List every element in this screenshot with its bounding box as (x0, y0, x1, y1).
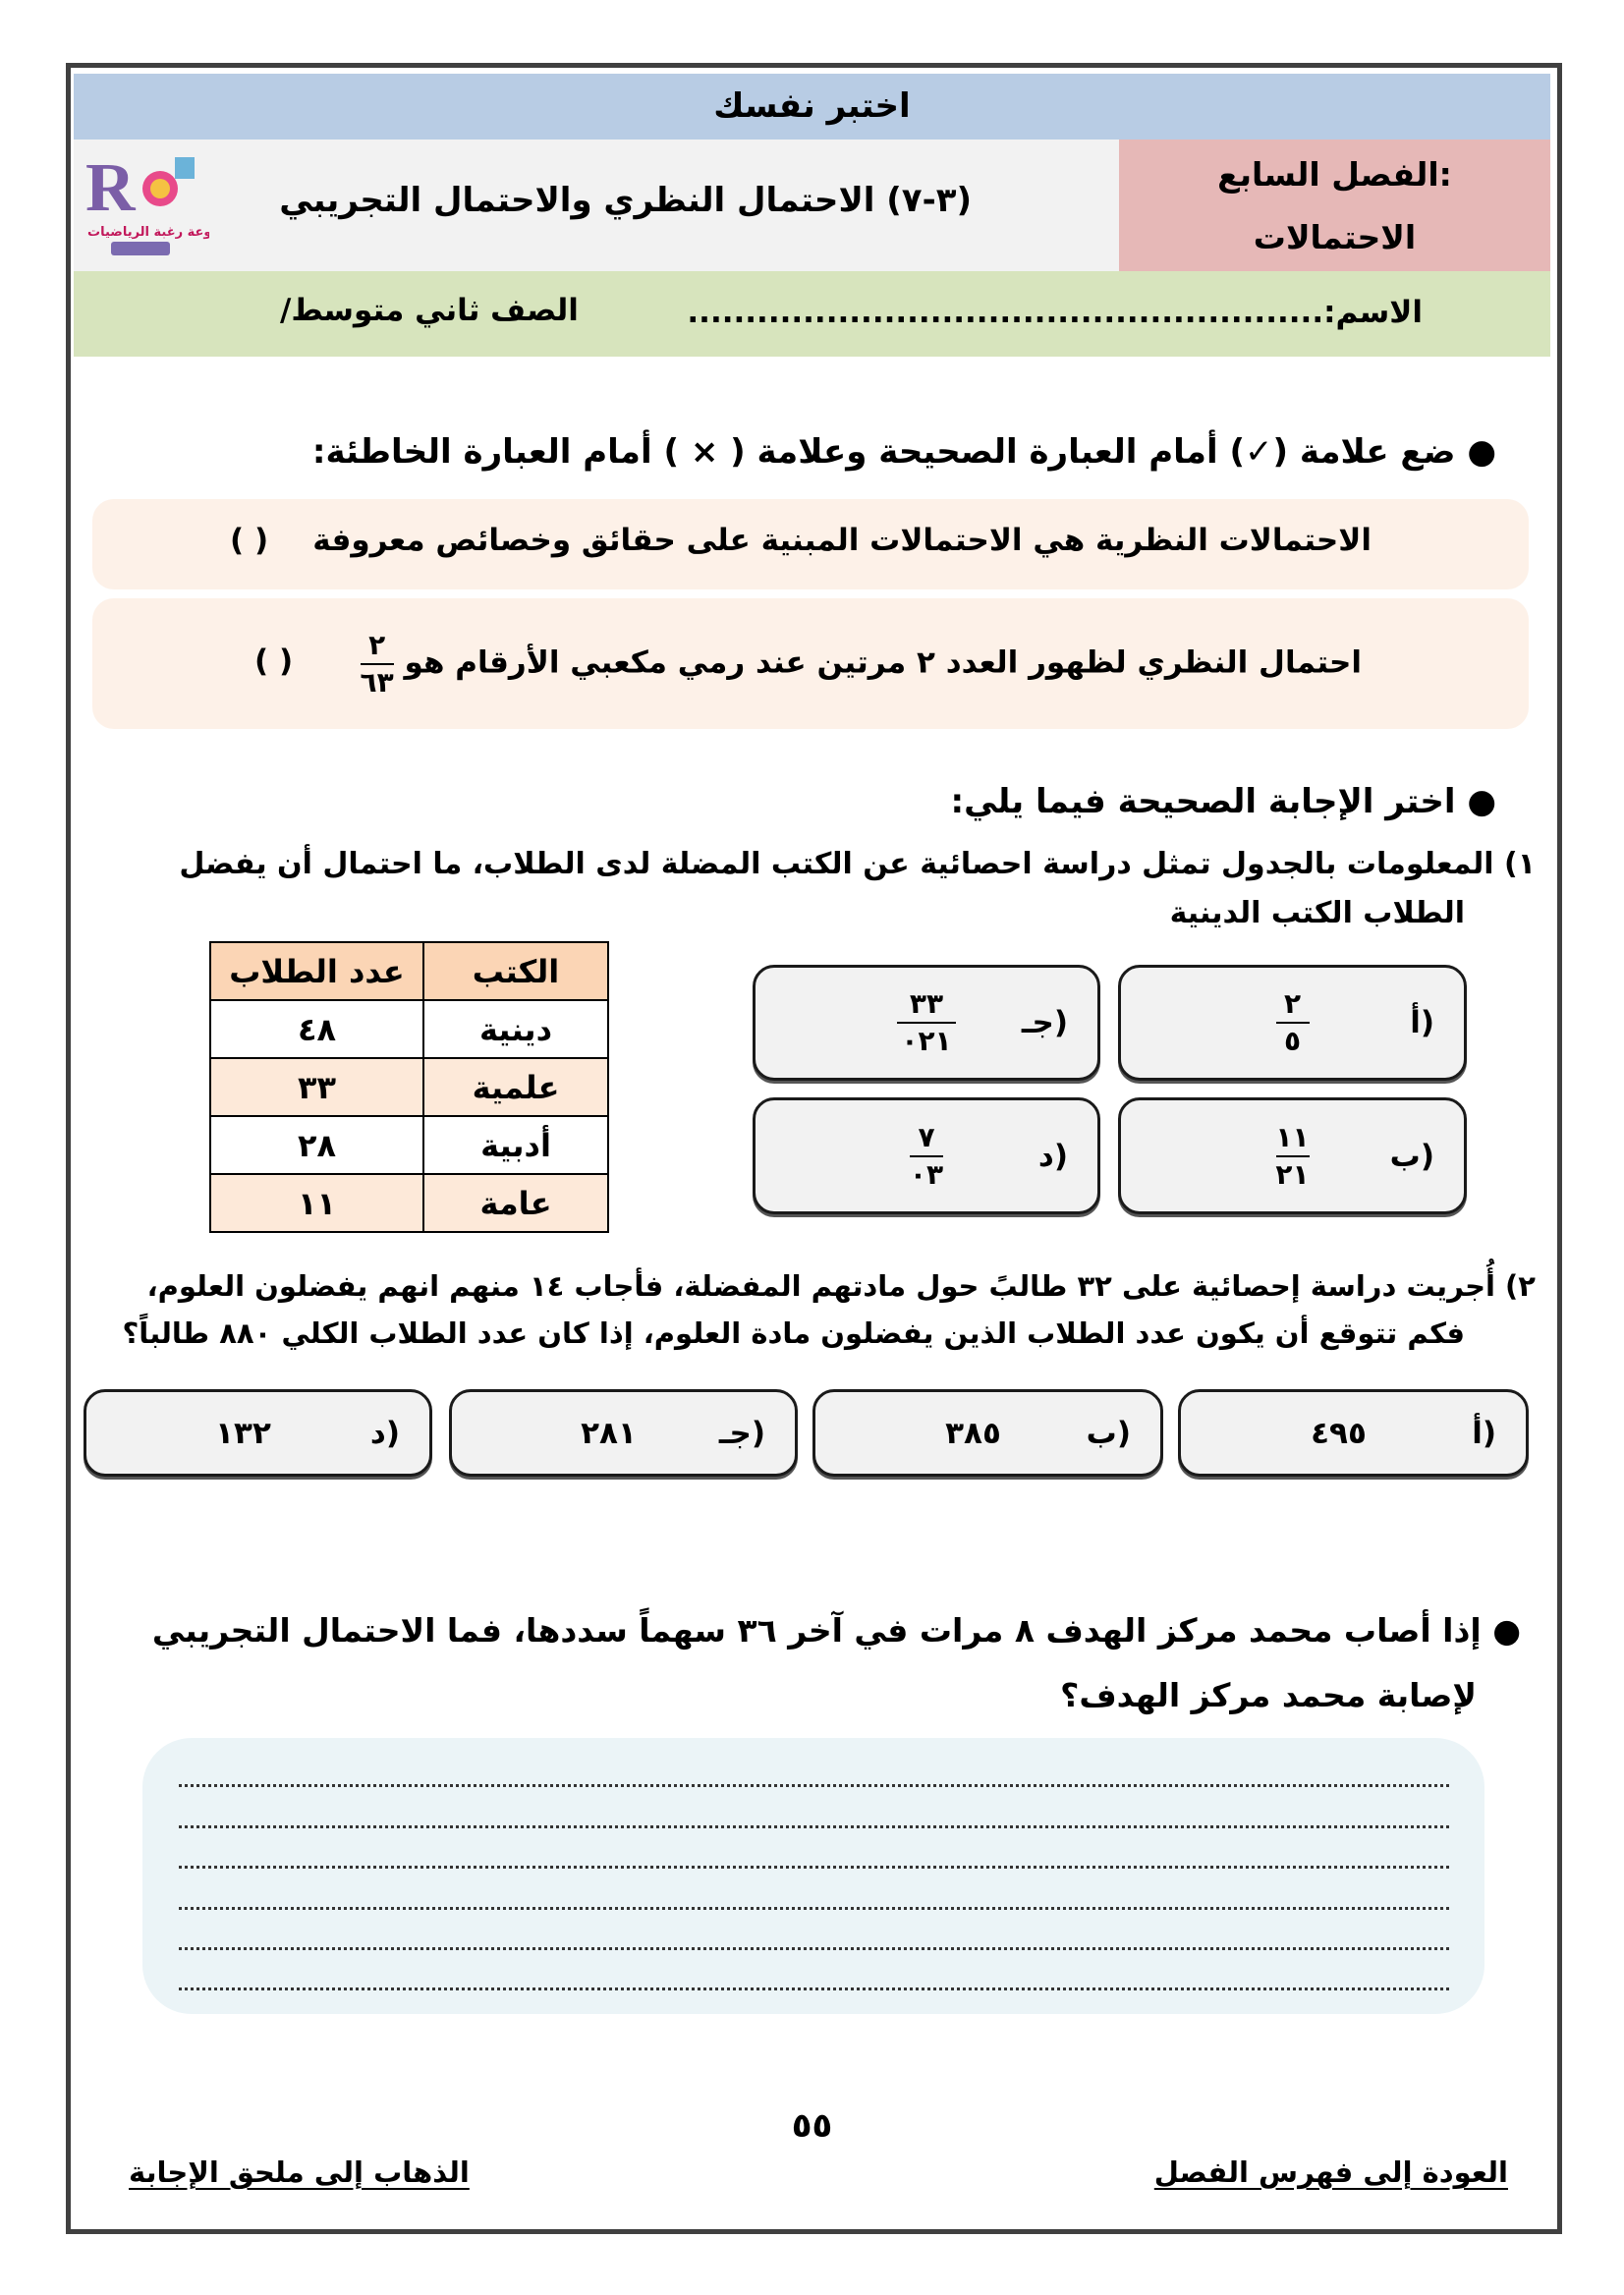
table-cell: ١١ (209, 1173, 424, 1233)
bullet-icon: ● (1481, 1611, 1521, 1650)
option-label: ب) (1389, 1138, 1434, 1174)
option-label: جـ) (1021, 1005, 1068, 1040)
answers-appendix-link[interactable]: الذهاب إلى ملحق الإجابة (129, 2155, 470, 2189)
q2-text-line1: ٢) أُجريت دراسة إحصائية على ٣٢ طالبً حول… (146, 1269, 1536, 1303)
statement-text: الاحتمالات النظرية هي الاحتمالات المبنية… (312, 523, 1372, 558)
q2-text-line2: فكم تتوقع أن يكون عدد الطلاب الذين يفضلو… (122, 1316, 1465, 1350)
logo-icon: R مجموعة رغبة الرياضيات (85, 150, 238, 255)
statement-1: الاحتمالات النظرية هي الاحتمالات المبنية… (92, 499, 1529, 589)
denominator: ٦٣ (360, 666, 394, 699)
back-to-index-link[interactable]: العودة إلى فهرس الفصل (1153, 2155, 1508, 2189)
denominator: ٠٢١ (901, 1025, 952, 1057)
option-label: ب) (1086, 1415, 1131, 1451)
q2-option-b[interactable]: ب) ٣٨٥ (812, 1389, 1163, 1477)
bullet-icon: ● (1455, 432, 1496, 472)
fraction: ٢ ٦٣ (361, 630, 394, 699)
table-cell: ٢٨ (209, 1115, 424, 1175)
logo-text: مجموعة رغبة الرياضيات (87, 225, 209, 240)
lesson-band: R مجموعة رغبة الرياضيات (٣-٧) الاحتمال ا… (74, 140, 1119, 271)
table-cell: أدبية (422, 1115, 609, 1175)
page-frame (66, 63, 1562, 2234)
page-number: ٥٥ (791, 2106, 833, 2146)
fraction: ١١ ٢١ (1275, 1120, 1310, 1191)
table-row: دينية ٤٨ (209, 999, 609, 1059)
q2-option-c[interactable]: جـ) ٢٨١ (449, 1389, 798, 1477)
option-value: ٣٨٥ (945, 1415, 1001, 1451)
bullet-icon: ● (1455, 782, 1496, 821)
q1-option-d[interactable]: د) ٧ ٠٣ (753, 1097, 1100, 1214)
option-value: ١٣٢ (215, 1415, 271, 1451)
answer-line[interactable] (179, 1907, 1449, 1910)
answer-line[interactable] (179, 1866, 1449, 1869)
statement-text-body: احتمال النظري لظهور العدد ٢ مرتين عند رم… (404, 644, 1362, 681)
answer-blank[interactable]: ( ) (230, 523, 269, 558)
numerator: ٧ (918, 1120, 935, 1153)
column-header: الكتب (422, 941, 609, 1001)
statement-text: احتمال النظري لظهور العدد ٢ مرتين عند رم… (361, 630, 1362, 699)
section3-question-line2: لإصابة محمد مركز الهدف؟ (1060, 1676, 1477, 1714)
q1-option-b[interactable]: ب) ١١ ٢١ (1118, 1097, 1467, 1214)
chapter-title: الاحتمالات (1253, 218, 1417, 256)
numerator: ١١ (1275, 1120, 1310, 1153)
page-title: اختبر نفسك (74, 74, 1550, 140)
column-header: عدد الطلاب (209, 941, 424, 1001)
answer-line[interactable] (179, 1987, 1449, 1990)
question-text: إذا أصاب محمد مركز الهدف ٨ مرات في آخر ٣… (151, 1611, 1482, 1650)
table-row: أدبية ٢٨ (209, 1115, 609, 1175)
table-row: عامة ١١ (209, 1173, 609, 1233)
lesson-title: (٣-٧) الاحتمال النظري والاحتمال التجريبي (279, 181, 972, 220)
option-label: أ) (1472, 1415, 1496, 1451)
chapter-number: الفصل السابع: (1217, 155, 1452, 194)
numerator: ٢ (1283, 987, 1302, 1020)
svg-text:R: R (85, 150, 137, 226)
answer-line[interactable] (179, 1947, 1449, 1950)
option-label: جـ) (718, 1415, 765, 1451)
name-field[interactable]: الاسم:..................................… (687, 295, 1423, 330)
numerator: ٣٣ (909, 987, 944, 1020)
table-cell: عامة (422, 1173, 609, 1233)
denominator: ٥ (1283, 1025, 1302, 1057)
fraction: ٣٣ ٠٢١ (897, 988, 956, 1057)
q1-text-line2: الطلاب الكتب الدينية (1169, 896, 1465, 930)
section3-question-line1: ● إذا أصاب محمد مركز الهدف ٨ مرات في آخر… (152, 1611, 1521, 1650)
q1-option-c[interactable]: جـ) ٣٣ ٠٢١ (753, 965, 1100, 1081)
option-label: د) (1037, 1138, 1068, 1174)
denominator: ٢١ (1275, 1157, 1310, 1191)
books-table: الكتب عدد الطلاب دينية ٤٨ علمية ٣٣ أدبية ٢٨… (209, 941, 609, 1233)
statement-2: احتمال النظري لظهور العدد ٢ مرتين عند رم… (92, 598, 1529, 729)
section1-instruction: ● ضع علامة (✓) أمام العبارة الصحيحة وعلا… (312, 432, 1496, 472)
numerator: ٢ (368, 629, 386, 661)
logo: R مجموعة رغبة الرياضيات (82, 149, 238, 257)
option-value: ٤٩٥ (1311, 1415, 1367, 1451)
option-label: د) (369, 1415, 400, 1451)
grade-label: الصف ثاني متوسط/ (280, 293, 579, 328)
table-row: علمية ٣٣ (209, 1057, 609, 1117)
q2-option-d[interactable]: د) ١٣٢ (84, 1389, 432, 1477)
answer-line[interactable] (179, 1784, 1449, 1787)
table-cell: علمية (422, 1057, 609, 1117)
option-label: أ) (1410, 1005, 1434, 1040)
q2-option-a[interactable]: أ) ٤٩٥ (1178, 1389, 1529, 1477)
table-cell: ٣٣ (209, 1057, 424, 1117)
student-info-band: الاسم:..................................… (74, 271, 1550, 357)
instruction-text: ضع علامة (✓) أمام العبارة الصحيحة وعلامة… (311, 432, 1456, 472)
answer-blank[interactable]: ( ) (254, 644, 294, 679)
denominator: ٠٣ (909, 1157, 944, 1191)
fraction: ٧ ٠٣ (909, 1120, 944, 1191)
table-cell: ٤٨ (209, 999, 424, 1059)
table-header-row: الكتب عدد الطلاب (209, 941, 609, 1001)
q1-text-line1: ١) المعلومات بالجدول تمثل دراسة احصائية … (179, 847, 1536, 881)
option-value: ٢٨١ (581, 1415, 637, 1451)
answer-line[interactable] (179, 1825, 1449, 1828)
instruction-text: اختر الإجابة الصحيحة فيما يلي: (950, 782, 1456, 821)
chapter-label: الفصل السابع: الاحتمالات (1119, 140, 1550, 271)
answer-area[interactable] (142, 1738, 1484, 2014)
table-cell: دينية (422, 999, 609, 1059)
section2-instruction: ● اختر الإجابة الصحيحة فيما يلي: (951, 782, 1496, 821)
